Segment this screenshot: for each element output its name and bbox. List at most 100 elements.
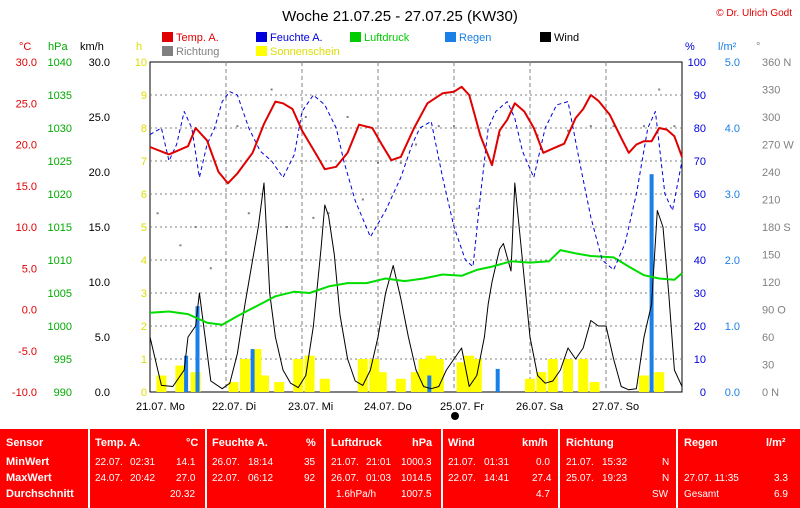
tick-pressure: 1025	[48, 156, 72, 168]
tick-sun: 8	[141, 123, 147, 135]
stats-row-label-min: MinWert	[6, 456, 50, 468]
stats-unit-pressure: hPa	[412, 437, 433, 449]
tick-temp: 10.0	[16, 222, 37, 234]
sunshine-bar	[357, 359, 368, 392]
stats-header-temp: Temp. A.	[95, 437, 141, 449]
tick-temp: 15.0	[16, 181, 37, 193]
wind-min-time: 01:31	[484, 457, 510, 468]
x-day-label: 25.07. Fr	[440, 401, 484, 413]
tick-humidity: 70	[694, 156, 706, 168]
legend-swatch	[256, 32, 267, 42]
stats-row-label-avg: Durchschnitt	[6, 488, 74, 500]
direction-point	[498, 134, 501, 137]
tick-temp: 30.0	[16, 57, 37, 69]
tick-humidity: 100	[688, 57, 706, 69]
sunshine-bar	[240, 359, 250, 392]
wind-min-value: 0.0	[536, 457, 550, 468]
tick-temp: 0.0	[22, 305, 37, 317]
tick-direction: 300	[762, 112, 780, 124]
stats-divider	[324, 429, 326, 508]
direction-point	[312, 216, 315, 219]
tick-pressure: 990	[54, 387, 72, 399]
axis-unit-temp: °C	[19, 41, 31, 53]
tick-rain: 0.0	[725, 387, 740, 399]
sunshine-bar	[456, 362, 467, 392]
direction-point	[361, 198, 364, 201]
stats-table: Sensor MinWert MaxWert Durchschnitt Temp…	[0, 429, 800, 508]
press-trend: 1.6hPa/h	[336, 489, 377, 500]
tick-direction: 180 S	[762, 222, 791, 234]
direction-point	[179, 244, 182, 247]
stats-divider	[88, 429, 90, 508]
hum-max-time: 06:12	[248, 473, 274, 484]
tick-wind: 0.0	[95, 387, 110, 399]
tick-temp: 20.0	[16, 140, 37, 152]
press-min-date: 21.07.	[331, 457, 359, 468]
rain-bar	[184, 355, 189, 392]
sunshine-bar	[547, 359, 558, 392]
tick-pressure: 1000	[48, 321, 72, 333]
axis-unit-pressure: hPa	[48, 41, 68, 53]
direction-point	[209, 267, 212, 270]
hum-max-date: 22.07.	[212, 473, 240, 484]
tick-rain: 3.0	[725, 189, 740, 201]
stats-divider	[558, 429, 560, 508]
direction-point	[658, 88, 661, 91]
legend-swatch	[445, 32, 456, 42]
direction-point	[453, 125, 455, 128]
temp-min-date: 22.07.	[95, 457, 123, 468]
hum-min-value: 35	[304, 457, 316, 468]
tick-humidity: 40	[694, 255, 706, 267]
rain-bar	[649, 174, 654, 392]
tick-humidity: 60	[694, 189, 706, 201]
sunshine-bar	[251, 349, 262, 392]
tick-sun: 7	[141, 156, 147, 168]
temperature-line	[149, 85, 683, 185]
stats-header-wind: Wind	[448, 437, 475, 449]
sunshine-bar	[259, 375, 269, 392]
sunshine-bar	[578, 359, 589, 392]
stats-unit-wind: km/h	[522, 437, 548, 449]
sunshine-bar	[411, 372, 421, 392]
dir-max-value: N	[662, 473, 670, 484]
axis-unit-rain: l/m²	[718, 41, 737, 53]
direction-point	[643, 125, 645, 128]
stats-unit-rain: l/m²	[766, 437, 786, 449]
tick-wind: 20.0	[89, 167, 110, 179]
legend-label: Sonnenschein	[270, 46, 340, 58]
dir-avg-value: SW	[652, 489, 669, 500]
direction-point	[415, 143, 417, 146]
pressure-line	[149, 249, 683, 326]
x-day-label: 24.07. Do	[364, 401, 412, 413]
tick-direction: 60	[762, 332, 774, 344]
rain-bar	[195, 306, 200, 392]
stats-header-direction: Richtung	[566, 437, 614, 449]
tick-direction: 0 N	[762, 387, 779, 399]
copyright: © Dr. Ulrich Godt	[716, 8, 792, 19]
direction-point	[377, 161, 379, 164]
sunshine-bar	[563, 359, 573, 392]
tick-rain: 1.0	[725, 321, 740, 333]
legend-label: Richtung	[176, 46, 219, 58]
axis-unit-humidity: %	[685, 41, 695, 53]
temp-max-time: 20:42	[130, 473, 156, 484]
legend-label: Temp. A.	[176, 32, 219, 44]
temp-max-value: 27.0	[176, 473, 196, 484]
tick-direction: 330	[762, 85, 780, 97]
tick-sun: 0	[141, 387, 147, 399]
sunshine-bar	[433, 359, 444, 392]
legend-swatch	[162, 32, 173, 42]
dir-max-time: 19:23	[602, 473, 628, 484]
press-max-value: 1014.5	[401, 473, 432, 484]
tick-pressure: 1030	[48, 123, 72, 135]
tick-pressure: 1035	[48, 90, 72, 102]
stats-row-label-max: MaxWert	[6, 472, 52, 484]
tick-sun: 3	[141, 288, 147, 300]
x-day-label: 26.07. Sa	[516, 401, 564, 413]
rain-max-date: 27.07. 11:35	[684, 473, 739, 484]
wind-line	[149, 182, 683, 391]
stats-unit-temp: °C	[186, 437, 199, 449]
tick-rain: 2.0	[725, 255, 740, 267]
wind-max-time: 14:41	[484, 473, 510, 484]
wind-min-date: 21.07.	[448, 457, 476, 468]
